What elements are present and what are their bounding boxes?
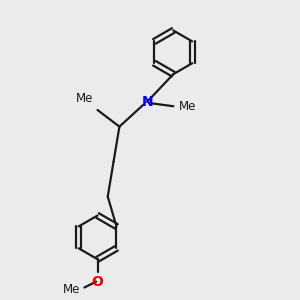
Text: Me: Me xyxy=(179,100,196,113)
Text: N: N xyxy=(141,95,153,109)
Text: Me: Me xyxy=(63,283,80,296)
Text: Me: Me xyxy=(76,92,93,105)
Text: O: O xyxy=(92,275,104,289)
